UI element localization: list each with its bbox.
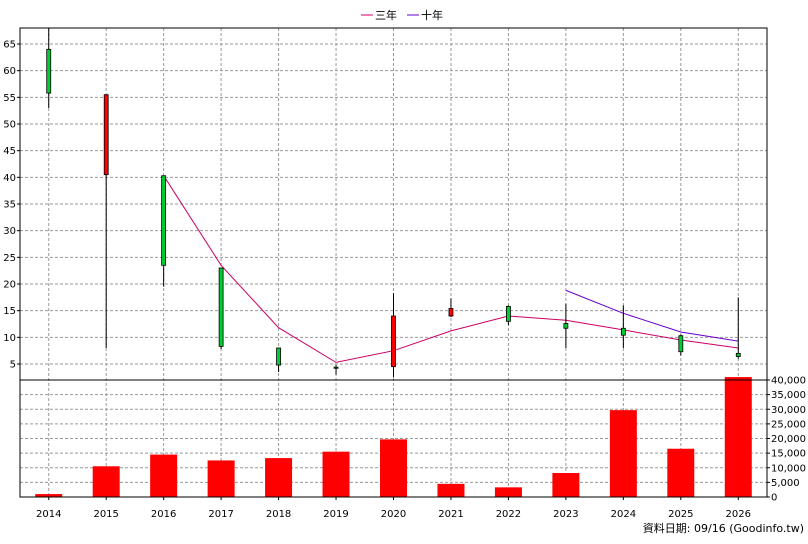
legend-label-three-year: 三年: [375, 8, 397, 22]
candle-body: [620, 327, 626, 336]
candlestick: [678, 334, 684, 356]
candlestick: [161, 175, 167, 287]
volume-bar: [150, 454, 178, 497]
x-tick-label: 2014: [36, 509, 61, 520]
candle-body: [735, 352, 741, 357]
candlestick: [563, 303, 569, 348]
price-tick-label: 65: [3, 40, 16, 51]
volume-tick-label: 10,000: [771, 463, 806, 474]
volume-tick-label: 30,000: [771, 405, 806, 416]
price-tick-label: 25: [3, 253, 16, 264]
legend: 三年 十年: [361, 8, 443, 22]
candlestick: [620, 305, 626, 348]
footer-note: 資料日期: 09/16 (Goodinfo.tw): [643, 521, 804, 535]
x-tick-label: 2016: [151, 509, 176, 520]
volume-bar: [265, 458, 293, 497]
candle-body: [506, 305, 511, 322]
volume-bar: [92, 466, 120, 497]
candle-body: [103, 94, 109, 176]
price-tick-label: 35: [3, 200, 16, 211]
volume-tick-label: 5,000: [771, 478, 800, 489]
x-tick-label: 2026: [726, 509, 751, 520]
candlestick: [735, 297, 741, 359]
price-tick-label: 10: [3, 333, 16, 344]
price-tick-label: 40: [3, 173, 16, 184]
price-tick-label: 45: [3, 146, 16, 157]
volume-tick-label: 35,000: [771, 390, 806, 401]
candle-body: [391, 315, 396, 368]
candle-body: [276, 347, 281, 366]
x-tick-label: 2024: [611, 509, 636, 520]
candle-body: [218, 267, 224, 347]
volume-bar: [437, 483, 465, 497]
price-tick-label: 55: [3, 93, 16, 104]
volume-bar: [667, 448, 695, 497]
candle-body: [563, 323, 569, 329]
candle-body: [333, 366, 339, 369]
candlestick: [448, 298, 454, 318]
candle-body: [46, 48, 52, 94]
price-tick-label: 20: [3, 280, 16, 291]
volume-bar: [35, 494, 63, 497]
candle-body: [161, 175, 167, 266]
series-line-three-year: [163, 175, 739, 363]
volume-bar: [207, 460, 235, 497]
plot-frame: [19, 27, 768, 498]
price-tick-label: 60: [3, 66, 16, 77]
price-tick-label: 15: [3, 306, 16, 317]
x-tick-label: 2020: [381, 509, 406, 520]
volume-bar: [724, 377, 752, 497]
candlestick: [391, 293, 396, 378]
volume-bar: [380, 439, 407, 497]
volume-bar: [609, 410, 637, 497]
volume-tick-label: 40,000: [771, 376, 806, 387]
candlestick: [46, 28, 52, 108]
x-tick-label: 2022: [496, 509, 521, 520]
volume-tick-label: 0: [771, 493, 777, 504]
x-tick-label: 2018: [266, 509, 291, 520]
volume-tick-label: 15,000: [771, 449, 806, 460]
x-tick-label: 2021: [438, 509, 463, 520]
x-tick-label: 2023: [553, 509, 578, 520]
volume-bar: [494, 487, 522, 497]
candlestick: [506, 305, 511, 326]
volume-tick-label: 20,000: [771, 434, 806, 445]
candlestick: [103, 94, 109, 348]
x-tick-label: 2019: [323, 509, 348, 520]
x-tick-label: 2017: [208, 509, 233, 520]
price-tick-label: 5: [10, 360, 16, 371]
price-tick-label: 50: [3, 120, 16, 131]
price-tick-label: 30: [3, 226, 16, 237]
candlestick: [218, 267, 224, 350]
x-tick-label: 2015: [93, 509, 118, 520]
candlestick: [333, 365, 339, 375]
legend-label-ten-year: 十年: [421, 8, 443, 22]
volume-bar: [322, 451, 350, 497]
candle-body: [448, 308, 454, 317]
volume-tick-label: 25,000: [771, 419, 806, 430]
x-tick-label: 2025: [668, 509, 693, 520]
series-line-ten-year: [565, 289, 739, 342]
candle-body: [678, 335, 684, 353]
volume-bar: [552, 473, 580, 497]
candlestick: [276, 347, 281, 372]
